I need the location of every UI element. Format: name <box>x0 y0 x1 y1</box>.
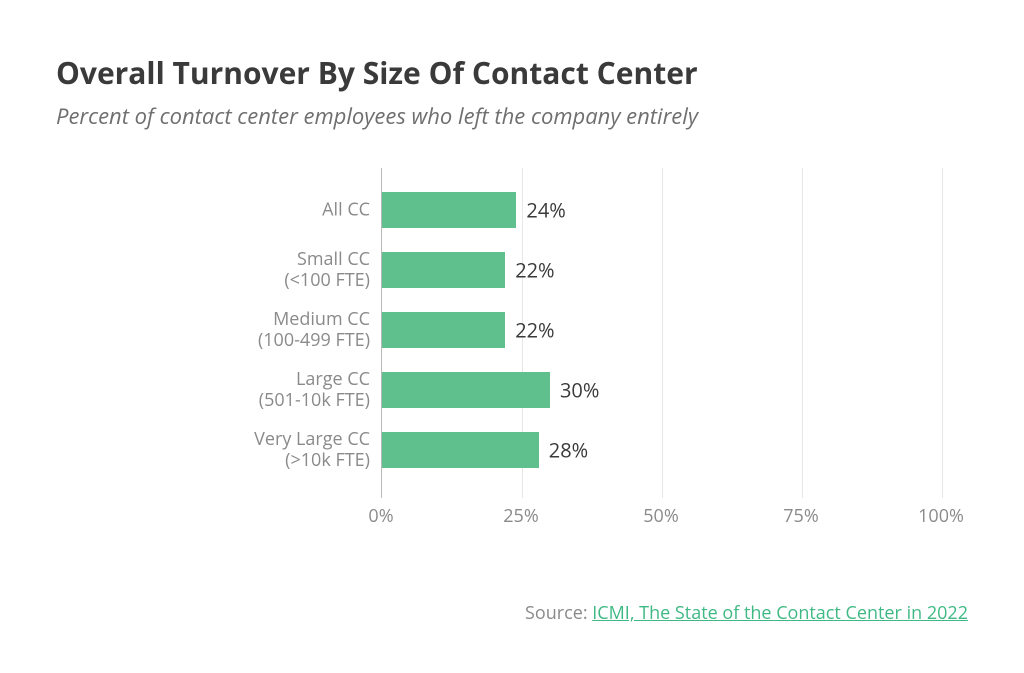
turnover-bar-chart: 0%25%50%75%100%All CC24%Small CC (<100 F… <box>56 168 968 518</box>
x-tick-label: 75% <box>783 504 818 528</box>
value-label: 22% <box>515 317 554 344</box>
category-label: Very Large CC (>10k FTE) <box>254 429 370 471</box>
bar-row: All CC 24% <box>56 180 968 240</box>
x-tick-label: 0% <box>368 504 393 528</box>
x-tick-label: 25% <box>503 504 538 528</box>
source-line: Source: ICMI, The State of the Contact C… <box>525 601 968 625</box>
x-tick-label: 50% <box>643 504 678 528</box>
bar-row: Large CC (501-10k FTE) 30% <box>56 360 968 420</box>
bar <box>382 252 505 288</box>
bar <box>382 372 550 408</box>
category-label: Small CC (<100 FTE) <box>284 249 370 291</box>
x-tick-label: 100% <box>918 504 964 528</box>
bar <box>382 432 539 468</box>
bar <box>382 312 505 348</box>
category-label: Large CC (501-10k FTE) <box>259 369 370 411</box>
chart-title: Overall Turnover By Size Of Contact Cent… <box>56 52 968 93</box>
bar-row: Very Large CC (>10k FTE) 28% <box>56 420 968 480</box>
chart-card: Overall Turnover By Size Of Contact Cent… <box>0 0 1024 673</box>
value-label: 28% <box>549 437 588 464</box>
bar-row: Small CC (<100 FTE) 22% <box>56 240 968 300</box>
source-link[interactable]: ICMI, The State of the Contact Center in… <box>592 601 968 625</box>
bar <box>382 192 516 228</box>
category-label: All CC <box>322 199 370 220</box>
bar-row: Medium CC (100-499 FTE) 22% <box>56 300 968 360</box>
chart-subtitle: Percent of contact center employees who … <box>56 101 968 131</box>
value-label: 30% <box>560 377 599 404</box>
value-label: 22% <box>515 257 554 284</box>
category-label: Medium CC (100-499 FTE) <box>258 309 370 351</box>
source-prefix: Source: <box>525 601 592 625</box>
value-label: 24% <box>526 197 565 224</box>
